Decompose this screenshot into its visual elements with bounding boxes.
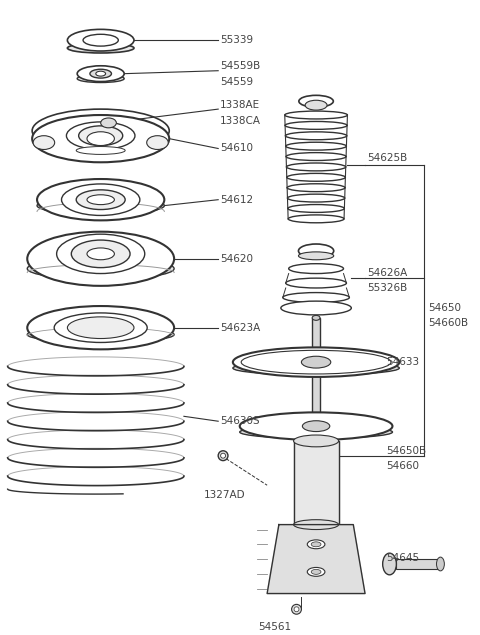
Ellipse shape — [57, 234, 145, 274]
Ellipse shape — [302, 421, 330, 432]
Ellipse shape — [67, 43, 134, 53]
Ellipse shape — [240, 412, 393, 440]
Ellipse shape — [87, 248, 114, 260]
Ellipse shape — [27, 327, 174, 342]
Text: 54610: 54610 — [220, 144, 253, 154]
Ellipse shape — [288, 264, 344, 274]
Ellipse shape — [33, 136, 55, 149]
Text: 54559: 54559 — [220, 77, 253, 86]
Ellipse shape — [288, 194, 345, 202]
Ellipse shape — [287, 184, 345, 192]
Polygon shape — [267, 525, 365, 594]
Text: 54620: 54620 — [220, 254, 253, 264]
Text: 55339: 55339 — [220, 35, 253, 45]
Ellipse shape — [83, 34, 118, 46]
Ellipse shape — [301, 356, 331, 368]
Ellipse shape — [307, 568, 325, 577]
Ellipse shape — [286, 132, 347, 140]
Ellipse shape — [285, 111, 348, 119]
Text: 54623A: 54623A — [220, 323, 260, 333]
Ellipse shape — [221, 453, 226, 458]
Ellipse shape — [288, 215, 344, 223]
Text: 54561: 54561 — [258, 622, 291, 632]
Ellipse shape — [311, 542, 321, 547]
Ellipse shape — [27, 258, 174, 279]
Ellipse shape — [281, 301, 351, 315]
Text: 1338AE: 1338AE — [220, 100, 260, 110]
Ellipse shape — [283, 293, 349, 302]
Ellipse shape — [87, 195, 114, 204]
Ellipse shape — [305, 100, 327, 110]
Text: 54660: 54660 — [386, 460, 420, 471]
Ellipse shape — [287, 163, 346, 171]
Ellipse shape — [286, 152, 346, 161]
Ellipse shape — [233, 361, 399, 375]
Ellipse shape — [67, 317, 134, 338]
Ellipse shape — [241, 351, 391, 374]
Ellipse shape — [147, 136, 168, 149]
Ellipse shape — [32, 109, 169, 152]
Bar — [294, 441, 338, 525]
Ellipse shape — [311, 570, 321, 574]
Ellipse shape — [66, 122, 135, 149]
Ellipse shape — [240, 425, 393, 438]
Text: 54633: 54633 — [386, 357, 420, 367]
Text: 54645: 54645 — [386, 553, 420, 563]
Ellipse shape — [76, 147, 125, 154]
Text: 54625B: 54625B — [367, 153, 407, 163]
Ellipse shape — [287, 173, 346, 181]
Ellipse shape — [286, 278, 347, 288]
Ellipse shape — [32, 115, 169, 163]
Ellipse shape — [294, 435, 338, 447]
Ellipse shape — [27, 232, 174, 286]
Text: 54630S: 54630S — [220, 416, 260, 426]
Bar — [312, 318, 320, 525]
Ellipse shape — [76, 190, 125, 210]
Ellipse shape — [67, 29, 134, 51]
Text: 55326B: 55326B — [367, 283, 407, 293]
Ellipse shape — [286, 142, 347, 150]
Text: 54559B: 54559B — [220, 61, 260, 70]
Ellipse shape — [307, 540, 325, 549]
Ellipse shape — [294, 519, 338, 530]
Ellipse shape — [101, 118, 116, 128]
Text: 1327AD: 1327AD — [204, 490, 245, 500]
Ellipse shape — [79, 126, 123, 145]
Ellipse shape — [233, 347, 399, 377]
Text: 54626A: 54626A — [367, 267, 407, 277]
Text: 54660B: 54660B — [428, 318, 468, 328]
Ellipse shape — [285, 121, 347, 130]
Ellipse shape — [436, 557, 444, 571]
Ellipse shape — [72, 240, 130, 267]
Ellipse shape — [37, 197, 164, 215]
Ellipse shape — [87, 131, 114, 145]
Ellipse shape — [288, 204, 344, 212]
Ellipse shape — [299, 252, 334, 260]
Ellipse shape — [312, 316, 320, 320]
Ellipse shape — [77, 66, 124, 81]
Ellipse shape — [77, 75, 124, 83]
Ellipse shape — [294, 607, 299, 612]
Text: 54612: 54612 — [220, 195, 253, 204]
Ellipse shape — [54, 313, 147, 342]
Ellipse shape — [299, 95, 333, 107]
Ellipse shape — [292, 605, 301, 614]
Text: 54650B: 54650B — [386, 446, 427, 456]
Ellipse shape — [299, 244, 334, 258]
Text: 54650: 54650 — [428, 303, 461, 313]
Ellipse shape — [37, 179, 164, 220]
Ellipse shape — [27, 306, 174, 349]
Text: 1338CA: 1338CA — [220, 116, 261, 126]
Ellipse shape — [90, 69, 111, 78]
Ellipse shape — [383, 553, 396, 575]
Ellipse shape — [96, 71, 106, 76]
Ellipse shape — [218, 451, 228, 460]
Bar — [396, 559, 441, 569]
Ellipse shape — [61, 184, 140, 215]
